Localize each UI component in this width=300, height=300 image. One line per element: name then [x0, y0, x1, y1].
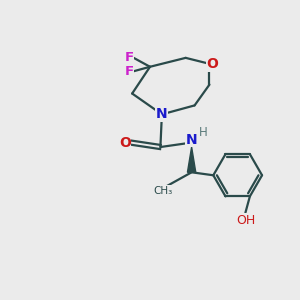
Text: F: F [124, 51, 134, 64]
Text: O: O [119, 136, 131, 150]
Polygon shape [188, 147, 196, 172]
Text: H: H [199, 126, 207, 139]
Text: CH₃: CH₃ [154, 186, 173, 196]
Text: OH: OH [236, 214, 255, 226]
Text: F: F [124, 65, 134, 78]
Text: N: N [156, 107, 168, 121]
Text: N: N [186, 133, 197, 147]
Text: O: O [206, 57, 218, 71]
